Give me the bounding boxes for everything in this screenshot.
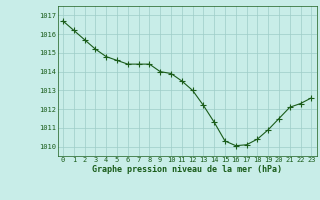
X-axis label: Graphe pression niveau de la mer (hPa): Graphe pression niveau de la mer (hPa) (92, 165, 282, 174)
